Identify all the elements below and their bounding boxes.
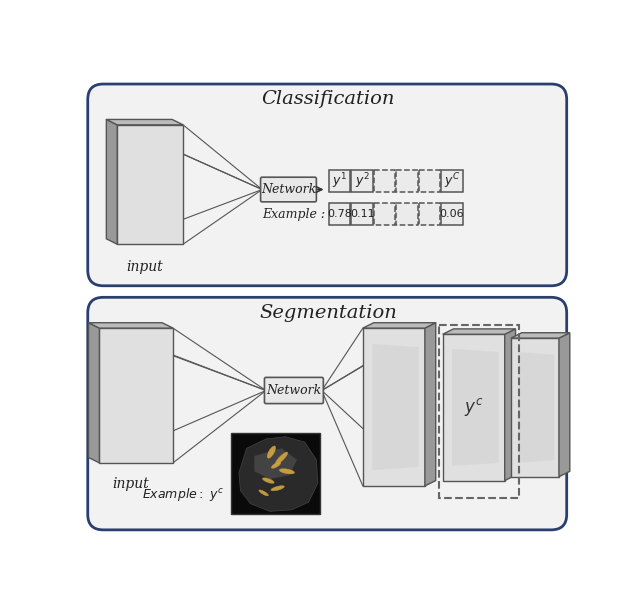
- Polygon shape: [511, 333, 570, 338]
- Text: $y^C$: $y^C$: [444, 172, 460, 191]
- Polygon shape: [452, 349, 499, 466]
- Polygon shape: [425, 323, 436, 486]
- Bar: [396, 204, 418, 225]
- Polygon shape: [88, 323, 173, 328]
- FancyBboxPatch shape: [260, 177, 316, 202]
- Ellipse shape: [262, 478, 274, 483]
- Text: 0.11: 0.11: [350, 209, 374, 219]
- Text: $y^2$: $y^2$: [355, 172, 369, 191]
- Bar: [396, 170, 418, 192]
- Bar: [231, 433, 320, 513]
- Text: Segmentation: Segmentation: [259, 304, 397, 322]
- FancyBboxPatch shape: [264, 378, 323, 403]
- Bar: [351, 170, 373, 192]
- Polygon shape: [363, 328, 425, 486]
- Bar: [329, 204, 351, 225]
- Text: 0.78: 0.78: [327, 209, 352, 219]
- Text: Network: Network: [266, 384, 321, 397]
- Text: Example :: Example :: [262, 208, 325, 220]
- Bar: [329, 170, 351, 192]
- Polygon shape: [88, 323, 99, 463]
- Polygon shape: [505, 329, 516, 481]
- Text: $y^1$: $y^1$: [332, 172, 347, 191]
- Ellipse shape: [259, 490, 268, 496]
- Text: 0.06: 0.06: [440, 209, 464, 219]
- Polygon shape: [106, 120, 117, 244]
- Ellipse shape: [279, 469, 294, 474]
- Bar: [441, 170, 463, 192]
- Text: Network: Network: [261, 183, 316, 196]
- Text: $Example : \ y^c$: $Example : \ y^c$: [142, 486, 224, 503]
- Bar: [439, 325, 520, 498]
- Text: input: input: [113, 477, 149, 490]
- Ellipse shape: [268, 446, 276, 458]
- Polygon shape: [372, 344, 419, 470]
- Polygon shape: [443, 329, 516, 334]
- Polygon shape: [443, 334, 505, 481]
- Text: Classification: Classification: [261, 89, 395, 108]
- Polygon shape: [363, 323, 436, 328]
- Polygon shape: [518, 352, 554, 463]
- Polygon shape: [106, 120, 183, 125]
- Bar: [419, 170, 440, 192]
- Text: input: input: [126, 260, 163, 274]
- Bar: [441, 204, 463, 225]
- Polygon shape: [511, 338, 559, 477]
- Ellipse shape: [275, 452, 288, 464]
- Polygon shape: [99, 328, 173, 463]
- Bar: [374, 170, 396, 192]
- Polygon shape: [559, 333, 570, 477]
- FancyBboxPatch shape: [88, 84, 566, 286]
- Polygon shape: [239, 437, 318, 512]
- Polygon shape: [254, 448, 297, 479]
- Ellipse shape: [271, 486, 284, 491]
- Text: $y^c$: $y^c$: [464, 396, 483, 419]
- Polygon shape: [117, 125, 183, 244]
- Bar: [374, 204, 396, 225]
- Bar: [419, 204, 440, 225]
- Ellipse shape: [271, 462, 281, 468]
- Bar: [351, 204, 373, 225]
- FancyBboxPatch shape: [88, 297, 566, 530]
